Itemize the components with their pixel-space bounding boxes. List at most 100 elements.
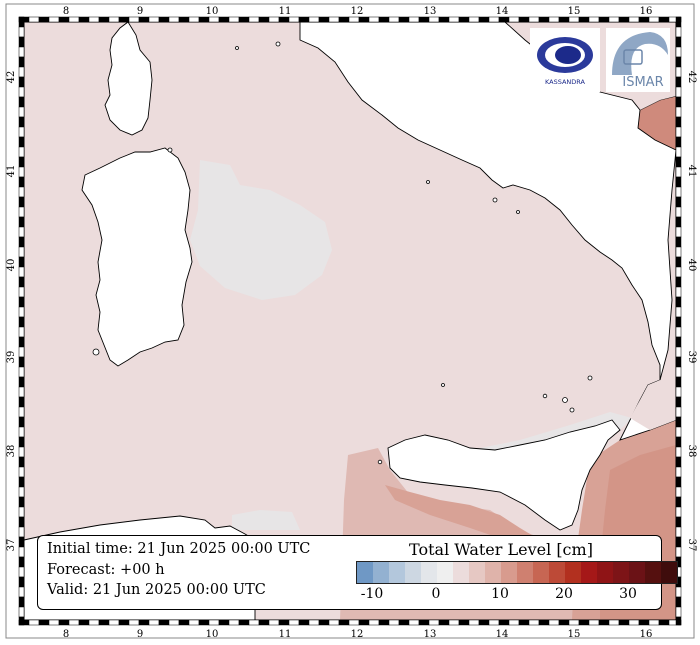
frame-segment [675,516,682,528]
frame-segment [18,86,25,98]
sea-near-zero-west [190,160,332,300]
frame-segment [418,619,430,626]
frame-segment [675,116,682,128]
colorbar-tick-label: 20 [555,586,573,602]
colorbar-cell [357,562,373,583]
frame-segment [18,336,25,348]
frame-segment [18,156,25,168]
frame-segment [675,366,682,378]
frame-segment [675,266,682,278]
frame-segment [675,186,682,198]
frame-segment [638,16,650,23]
frame-segment [478,619,490,626]
frame-segment [318,619,330,626]
lat-label-left: 37 [6,539,17,552]
frame-segment [18,516,25,528]
frame-segment [675,196,682,208]
frame-segment [675,326,682,338]
frame-segment [675,396,682,408]
lon-label-top: 13 [424,6,437,17]
frame-segment [675,346,682,358]
frame-segment [675,166,682,178]
frame-segment [298,16,310,23]
frame-segment [468,619,480,626]
lon-label-bottom: 12 [351,629,364,640]
frame-segment [675,416,682,428]
frame-segment [258,16,270,23]
frame-segment [18,376,25,388]
frame-segment [408,619,420,626]
island-sardinia-sw [92,348,100,356]
frame-segment [508,619,520,626]
island-elba [275,41,281,47]
lat-label-right: 37 [686,539,697,552]
frame-segment [18,246,25,258]
frame-segment [675,606,682,618]
frame-segment [18,296,25,308]
frame-segment [675,236,682,248]
frame-segment [675,16,682,28]
frame-segment [18,456,25,468]
frame-segment [558,619,570,626]
island-stromboli [587,375,593,381]
frame-segment [438,619,450,626]
frame-segment [58,619,70,626]
frame-segment [98,619,110,626]
frame-segment [18,126,25,138]
frame-segment [218,16,230,23]
frame-segment [675,446,682,458]
top-axis-labels: 8 9 10 11 12 13 14 15 16 [63,6,653,17]
lon-label-bottom: 13 [424,629,437,640]
frame-segment [408,16,420,23]
lat-label-right: 42 [686,71,697,84]
frame-segment [18,186,25,198]
frame-segment [18,356,25,368]
frame-segment [88,16,100,23]
frame-segment [18,16,25,28]
frame-segment [628,619,640,626]
frame-segment [68,16,80,23]
lon-label-top: 9 [137,6,143,17]
frame-segment [538,619,550,626]
lon-label-bottom: 8 [63,629,69,640]
ionian-coast [659,149,677,381]
lon-label-bottom: 15 [568,629,581,640]
frame-segment [78,16,90,23]
frame-segment [18,66,25,78]
frame-segment [18,436,25,448]
frame-segment [675,616,682,626]
frame-segment [618,619,630,626]
colorbar-cell [501,562,517,583]
frame-segment [658,16,670,23]
frame-segment [168,16,180,23]
frame-segment [18,106,25,118]
frame-segment [675,456,682,468]
frame-segment [18,276,25,288]
frame-segment [228,619,240,626]
frame-segment [568,619,580,626]
frame-segment [508,16,520,23]
frame-segment [328,16,340,23]
frame-segment [598,16,610,23]
frame-segment [675,426,682,438]
frame-segment [18,536,25,548]
lat-label-left: 38 [6,445,17,458]
frame-segment [18,556,25,568]
frame-segment [338,619,350,626]
lon-label-bottom: 16 [640,629,653,640]
frame-segment [675,406,682,418]
frame-segment [675,486,682,498]
legend-title: Total Water Level [cm] [409,540,593,559]
lon-label-bottom: 9 [137,629,143,640]
frame-segment [18,586,25,598]
frame-segment [18,176,25,188]
frame-segment [388,619,400,626]
colorbar-tick-label: 0 [431,586,441,602]
frame-segment [675,156,682,168]
lon-label-top: 11 [279,6,292,17]
frame-segment [18,486,25,498]
lat-label-left: 39 [6,351,17,364]
frame-segment [18,96,25,108]
frame-segment [18,236,25,248]
frame-segment [378,16,390,23]
